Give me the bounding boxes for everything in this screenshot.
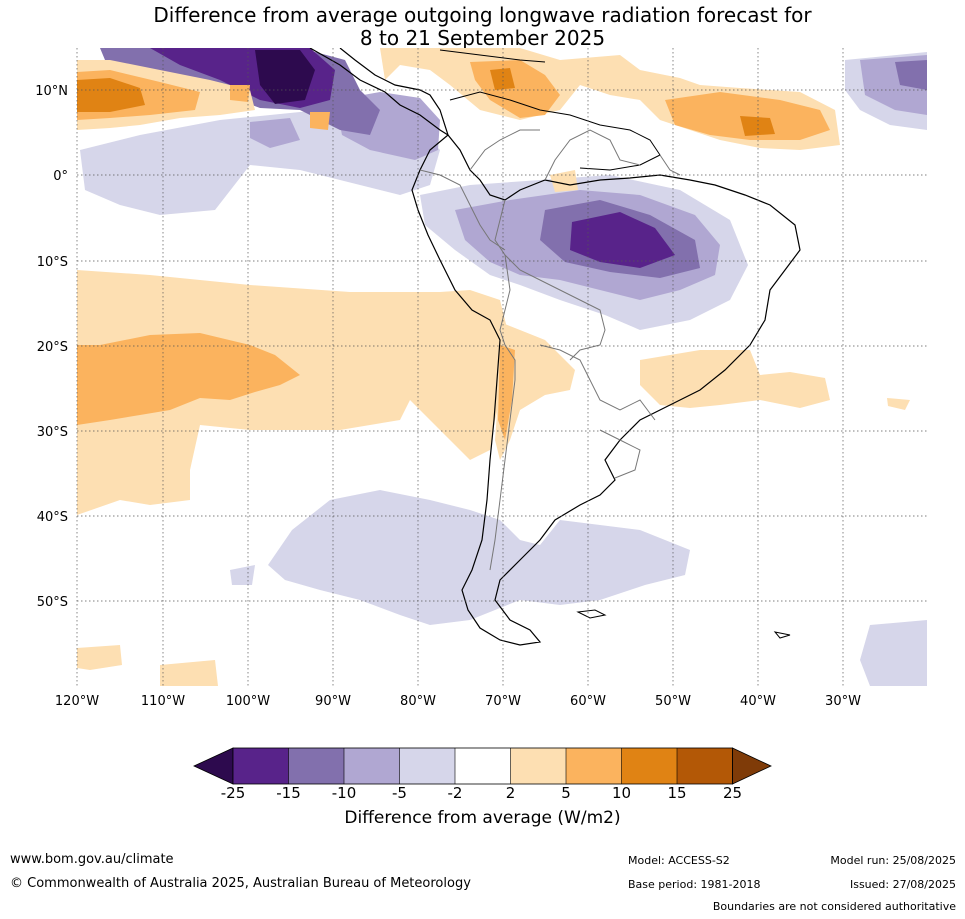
issued-date: Issued: 27/08/2025: [849, 878, 956, 891]
base-period: Base period: 1981-2018: [628, 878, 761, 891]
colorbar-extend-high: [732, 747, 772, 785]
anomaly-region-darkest-purple: [255, 50, 315, 104]
lon-label: 70°W: [485, 694, 521, 709]
colorbar-tick: -25: [221, 784, 246, 802]
boundaries-note: Boundaries are not considered authoritat…: [712, 900, 956, 913]
lon-label: 30°W: [825, 694, 861, 709]
anomaly-region-dark-orange: [77, 78, 145, 112]
colorbar-tick: -2: [448, 784, 463, 802]
anomaly-region-deep-purple: [570, 212, 675, 268]
falklands-coastline: [576, 609, 607, 619]
anomaly-region-light-orange: [160, 660, 218, 686]
anomaly-region-light-orange: [640, 350, 830, 408]
anomaly-region-light-purple: [268, 490, 690, 625]
colorbar-tick: -10: [332, 784, 357, 802]
coastlines: [309, 48, 801, 646]
lon-label: 90°W: [315, 694, 351, 709]
anomaly-region-orange: [77, 333, 300, 425]
colorbar-bin: [677, 748, 733, 784]
lat-label: 50°S: [37, 595, 68, 610]
anomaly-region-light-orange: [77, 645, 122, 670]
colorbar-bin: [455, 748, 511, 784]
map-title: Difference from average outgoing longwav…: [0, 4, 965, 50]
colorbar-extend-low: [193, 747, 234, 785]
colorbar-bin: [344, 748, 400, 784]
latitude-labels: 10°N 0° 10°S 20°S 30°S 40°S 50°S: [35, 84, 68, 610]
boundary-line: [469, 129, 540, 171]
anomaly-region-orange: [310, 112, 330, 130]
lat-label: 30°S: [37, 425, 68, 440]
colorbar-tick: 25: [723, 784, 742, 802]
graticule: [76, 48, 927, 686]
copyright-text: © Commonwealth of Australia 2025, Austra…: [10, 876, 471, 891]
anomaly-region-medium-purple: [250, 118, 300, 148]
anomaly-region-light-orange: [887, 398, 910, 410]
anomaly-region-dark-orange: [740, 116, 775, 136]
cuba-coastline: [439, 49, 546, 63]
colorbar-label: Difference from average (W/m2): [344, 808, 621, 828]
colorbar-tick: -15: [276, 784, 301, 802]
anomaly-field: [77, 48, 927, 686]
colorbar-bin: [621, 748, 677, 784]
central-america-coastline: [309, 48, 450, 137]
boundary-line: [544, 129, 641, 181]
title-line-1: Difference from average outgoing longwav…: [153, 3, 812, 27]
anomaly-region-dark-purple: [895, 60, 927, 90]
lat-label: 20°S: [37, 340, 68, 355]
colorbar-tick: 15: [667, 784, 686, 802]
colorbar-tick: 2: [506, 784, 516, 802]
lon-label: 80°W: [400, 694, 436, 709]
anomaly-region-orange: [498, 345, 515, 440]
anomaly-region-light-purple: [230, 565, 255, 585]
colorbar-bin: [233, 748, 289, 784]
anomaly-region-orange: [230, 85, 250, 102]
colorbar-tick: 5: [561, 784, 571, 802]
lon-label: 110°W: [141, 694, 185, 709]
boundary-line: [539, 344, 656, 421]
colorbar-tick: -5: [392, 784, 407, 802]
colorbar-tick: 10: [612, 784, 631, 802]
model-name: Model: ACCESS-S2: [628, 854, 730, 867]
lat-label: 10°S: [37, 255, 68, 270]
boundary-line: [494, 199, 606, 361]
lon-label: 120°W: [55, 694, 99, 709]
lat-label: 10°N: [35, 84, 68, 99]
colorbar-dividers: [288, 748, 678, 784]
anomaly-region-light-orange: [77, 270, 510, 515]
website-link[interactable]: www.bom.gov.au/climate: [10, 852, 174, 867]
lon-label: 100°W: [226, 694, 270, 709]
boundary-line: [659, 154, 681, 176]
anomaly-region-light-orange: [495, 320, 575, 460]
lat-label: 40°S: [37, 510, 68, 525]
colorbar-bin: [566, 748, 622, 784]
lon-label: 50°W: [655, 694, 691, 709]
boundary-line: [419, 169, 506, 251]
colorbar-bin: [399, 748, 455, 784]
anomaly-region-light-orange: [550, 170, 578, 192]
south-georgia-coastline: [773, 631, 791, 639]
colorbar-bin: [510, 748, 566, 784]
anomaly-region-light-purple: [860, 620, 927, 686]
title-line-2: 8 to 21 September 2025: [359, 26, 606, 50]
colorbar-bin: [288, 748, 344, 784]
colorbar: -25 -15 -10 -5 -2 2 5 10 15 25: [193, 747, 772, 802]
anomaly-region-orange: [665, 92, 830, 140]
caribbean-coastline: [449, 91, 661, 171]
model-run-date: Model run: 25/08/2025: [830, 854, 956, 867]
longitude-labels: 120°W 110°W 100°W 90°W 80°W 70°W 60°W 50…: [55, 694, 861, 709]
lon-label: 60°W: [570, 694, 606, 709]
anomaly-region-dark-orange: [490, 68, 515, 90]
colorbar-frame: [232, 747, 733, 785]
boundary-line: [599, 429, 641, 479]
lon-label: 40°W: [740, 694, 776, 709]
lat-label: 0°: [53, 169, 68, 184]
south-america-coastline: [411, 134, 801, 646]
